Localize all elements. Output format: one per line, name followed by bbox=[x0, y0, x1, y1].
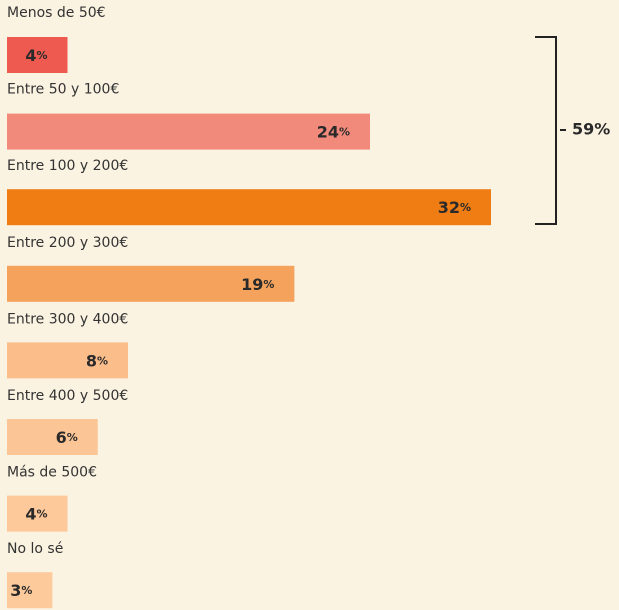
category-label: Entre 200 y 300€ bbox=[7, 235, 128, 251]
annotation: 59% bbox=[572, 120, 610, 139]
bar bbox=[7, 572, 53, 609]
value-label: 8% bbox=[86, 351, 108, 370]
bar bbox=[7, 113, 370, 150]
category-label: Entre 50 y 100€ bbox=[7, 82, 119, 98]
category-label: Entre 400 y 500€ bbox=[7, 388, 128, 404]
bar bbox=[7, 419, 98, 455]
value-label: 4% bbox=[25, 46, 47, 65]
value-label: 32% bbox=[438, 198, 471, 217]
value-label: 6% bbox=[56, 428, 78, 447]
bar bbox=[7, 342, 128, 379]
category-label: Entre 100 y 200€ bbox=[7, 158, 128, 174]
bar bbox=[7, 37, 68, 73]
category-label: No lo sé bbox=[7, 541, 63, 557]
value-label: 3% bbox=[10, 581, 32, 600]
bracket bbox=[535, 36, 566, 225]
category-label: Más de 500€ bbox=[7, 465, 97, 481]
category-label: Menos de 50€ bbox=[7, 5, 106, 21]
value-label: 24% bbox=[317, 122, 350, 141]
value-label: 4% bbox=[25, 504, 47, 523]
category-label: Entre 300 y 400€ bbox=[7, 311, 128, 327]
bar bbox=[7, 495, 68, 532]
bar bbox=[7, 189, 491, 226]
value-label: 19% bbox=[241, 274, 274, 293]
bar bbox=[7, 265, 295, 302]
